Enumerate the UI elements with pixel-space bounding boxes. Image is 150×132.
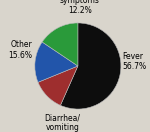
Text: Diarrhea/
vomiting
15.6%: Diarrhea/ vomiting 15.6% bbox=[44, 113, 80, 132]
Text: Fever
56.7%: Fever 56.7% bbox=[122, 52, 146, 71]
Wedge shape bbox=[60, 23, 121, 109]
Text: No specific
symptoms
12.2%: No specific symptoms 12.2% bbox=[59, 0, 100, 15]
Wedge shape bbox=[38, 66, 78, 105]
Wedge shape bbox=[42, 23, 78, 66]
Text: Other
15.6%: Other 15.6% bbox=[8, 40, 32, 60]
Wedge shape bbox=[35, 42, 78, 82]
